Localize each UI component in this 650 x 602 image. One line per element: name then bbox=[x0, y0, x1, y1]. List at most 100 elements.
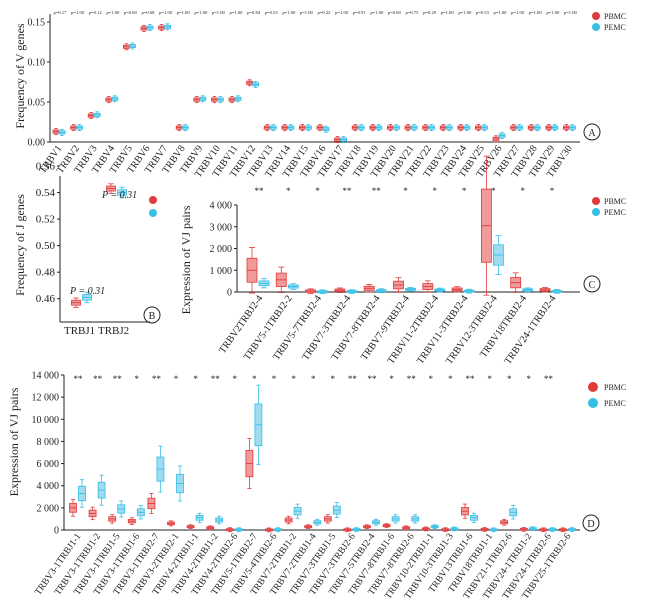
panel-a-ytick-label-1: 0.05 bbox=[28, 98, 46, 109]
panel-a-pvalue-20: p=0.75 bbox=[406, 10, 420, 15]
panel-a-pvalue-22: p=1.00 bbox=[441, 10, 455, 15]
panel-a-legend-pbmc-marker bbox=[592, 12, 600, 20]
panel-c-significance-7: * bbox=[462, 186, 467, 196]
panel-a-pvalue-7: p=1.00 bbox=[177, 10, 191, 15]
panel-b-pemc-box-1 bbox=[117, 186, 127, 199]
panel-a-pemc-box-19 bbox=[392, 124, 400, 132]
panel-d-pbmc-box-3 bbox=[127, 517, 136, 525]
panel-a-pvalue-21: p=0.29 bbox=[423, 10, 437, 15]
panel-c-ytick-label-0: 0 bbox=[227, 288, 232, 299]
panel-c-pbmc-box-3 bbox=[334, 287, 346, 293]
panel-a-pemc-box-3 bbox=[111, 95, 119, 103]
panel-a-pvalue-16: p=1.00 bbox=[335, 10, 349, 15]
panel-b-xlabel-trbj1: TRBJ1 bbox=[64, 325, 95, 337]
panel-c-pbmc-box-0 bbox=[246, 247, 258, 294]
panel-b-annotation-trbj1: P = 0.31 bbox=[69, 286, 105, 297]
panel-d-significance-18: * bbox=[429, 374, 434, 384]
panel-d-pbmc-box-23 bbox=[519, 527, 528, 532]
panel-a-pemc-box-9 bbox=[216, 96, 224, 104]
panel-c-pbmc-box-8 bbox=[480, 155, 492, 296]
panel-b-pbmc-box-0 bbox=[71, 297, 81, 308]
panel-c-pemc-box-6 bbox=[434, 287, 446, 293]
panel-d-pemc-box-10 bbox=[274, 527, 282, 532]
panel-b-ytick-label-0: 0.46 bbox=[36, 293, 56, 305]
panel-b-ytick-label-4: 0.54 bbox=[36, 187, 56, 199]
panel-a-pemc-box-5 bbox=[146, 24, 154, 32]
panel-c-ylabel: Expression of VJ pairs bbox=[179, 205, 193, 314]
panel-a-pbmc-box-10 bbox=[228, 96, 236, 104]
panel-d-pemc-box-23 bbox=[528, 526, 537, 531]
panel-c-pemc-box-0 bbox=[258, 278, 270, 289]
panel-a-pvalue-2: p=0.12 bbox=[89, 10, 103, 15]
panel-a-label: A bbox=[588, 128, 596, 139]
panel-d-significance-8: * bbox=[233, 374, 238, 384]
panel-c-significance-10: * bbox=[550, 186, 555, 196]
panel-c-significance-9: * bbox=[520, 186, 525, 196]
panel-a-pemc-box-7 bbox=[181, 124, 189, 132]
panel-a-pbmc-box-15 bbox=[316, 124, 324, 132]
panel-c-pbmc-box-9 bbox=[510, 272, 522, 293]
panel-b-pbmc-box-1 bbox=[106, 183, 116, 194]
panel-a-pemc-box-21 bbox=[428, 124, 436, 132]
panel-a-pbmc-box-0 bbox=[52, 128, 60, 136]
panel-d-pbmc-box-9 bbox=[245, 438, 254, 490]
panel-a-pvalue-5: p=0.68 bbox=[142, 10, 156, 15]
panel-a-pemc-box-13 bbox=[287, 124, 295, 132]
panel-a-ytick-label-3: 0.15 bbox=[28, 18, 46, 29]
panel-a-pvalue-8: p=1.00 bbox=[194, 10, 208, 15]
panel-c-xlabel-7: TRBV11-3TRBJ2-4 bbox=[415, 293, 471, 366]
panel-c-pbmc-box-1 bbox=[275, 266, 287, 293]
panel-a-pemc-box-18 bbox=[375, 124, 383, 132]
panel-c-significance-1: * bbox=[286, 186, 291, 196]
panel-a-pbmc-box-20 bbox=[404, 124, 412, 132]
panel-d-pbmc-box-8 bbox=[225, 527, 234, 532]
panel-d-significance-21: * bbox=[487, 374, 492, 384]
panel-a-ylabel: Frequency of V genes bbox=[13, 23, 27, 129]
panel-d-pbmc-box-7 bbox=[206, 525, 215, 531]
panel-a-pbmc-box-11 bbox=[246, 79, 254, 87]
panel-a-ytick-label-0: 0.00 bbox=[28, 138, 46, 149]
panel-d-pbmc-box-5 bbox=[167, 520, 175, 527]
panel-d-pemc-box-15 bbox=[372, 518, 380, 526]
panel-b-label-circle bbox=[143, 306, 161, 324]
panel-d-pbmc-box-10 bbox=[265, 527, 273, 533]
panel-a-pbmc-box-21 bbox=[422, 124, 430, 132]
panel-a-pvalue-14: p=1.00 bbox=[300, 10, 314, 15]
panel-a-pbmc-box-9 bbox=[210, 96, 218, 104]
panel-c-pemc-box-8 bbox=[492, 235, 504, 275]
panel-a-pvalue-13: p=1.00 bbox=[282, 10, 296, 15]
panel-a-pemc-box-28 bbox=[551, 124, 559, 132]
panel-d-pemc-box-5 bbox=[176, 465, 184, 502]
panel-a-pvalue-25: p=1.00 bbox=[494, 10, 508, 15]
panel-c-pemc-box-5 bbox=[405, 287, 416, 292]
panel-a-pvalue-23: p=1.00 bbox=[458, 10, 472, 15]
panel-a-pemc-box-17 bbox=[357, 124, 365, 132]
panel-d-pbmc-box-24 bbox=[539, 527, 548, 533]
panel-b-annotation-trbj2: P = 0.31 bbox=[101, 190, 137, 201]
panel-a-pvalue-27: p=1.00 bbox=[529, 10, 543, 15]
panel-a-pbmc-box-18 bbox=[369, 124, 377, 132]
panel-d-ytick-label-1: 2 000 bbox=[37, 503, 60, 514]
panel-a-pbmc-box-24 bbox=[474, 124, 482, 132]
panel-a-pemc-box-10 bbox=[234, 95, 242, 103]
panel-c-xlabel-6: TRBV11-2TRBJ2-4 bbox=[386, 293, 442, 366]
panel-c-label: C bbox=[589, 280, 596, 291]
panel-d-significance-14: ** bbox=[348, 374, 358, 384]
panel-d-significance-5: * bbox=[174, 374, 179, 384]
panel-d-pbmc-box-11 bbox=[284, 515, 293, 525]
panel-c-xlabel-8: TRBV12-3TRBJ2-4 bbox=[444, 293, 500, 366]
panel-c-significance-0: ** bbox=[255, 186, 265, 196]
panel-d-ytick-label-0: 0 bbox=[54, 526, 59, 537]
panel-c-pemc-box-2 bbox=[317, 289, 329, 295]
panel-d-pemc-box-4 bbox=[156, 445, 165, 493]
panel-c-pemc-box-3 bbox=[346, 289, 358, 294]
panel-b-ytick-label-3: 0.52 bbox=[36, 214, 55, 226]
panel-a-pbmc-box-8 bbox=[193, 96, 201, 104]
panel-d-significance-16: * bbox=[389, 374, 394, 384]
panel-a-pbmc-box-1 bbox=[70, 124, 77, 132]
panel-a-pbmc-box-22 bbox=[439, 124, 447, 132]
panel-a-pemc-box-26 bbox=[516, 124, 523, 132]
panel-b: Frequency of J genes 0.46 0.48 0.50 0.52 0.5… bbox=[13, 161, 161, 337]
panel-d-pemc-box-14 bbox=[352, 527, 361, 532]
